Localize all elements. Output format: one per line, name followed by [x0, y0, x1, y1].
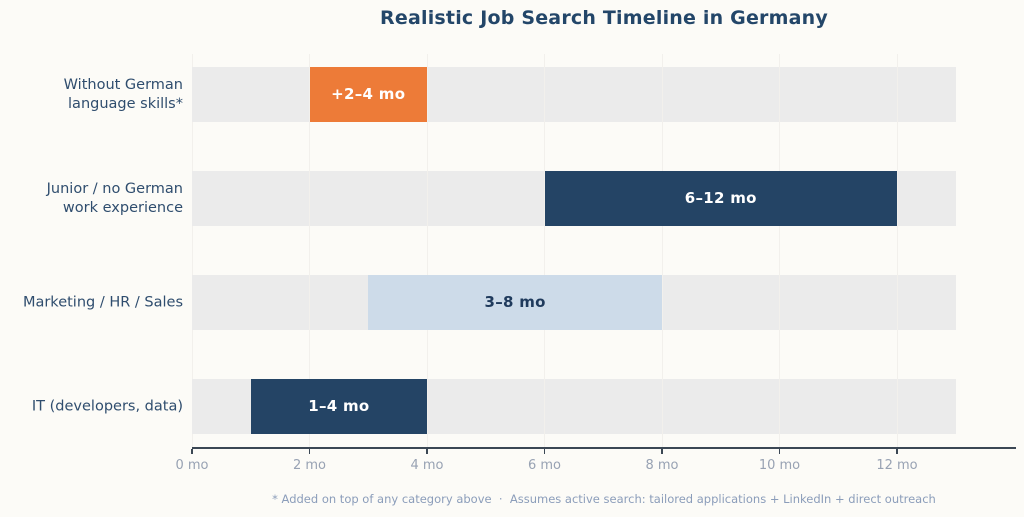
- x-tick-label: 12 mo: [876, 458, 918, 473]
- gridline: [661, 67, 663, 122]
- range-bar: 6–12 mo: [544, 171, 897, 226]
- category-label: Without German language skills*: [63, 76, 183, 112]
- gridline: [779, 67, 780, 122]
- gridline: [426, 171, 428, 226]
- gridline: [661, 54, 663, 447]
- x-axis-tick: [896, 448, 898, 454]
- chart-footnote: * Added on top of any category above · A…: [272, 492, 936, 506]
- gridline: [309, 171, 310, 226]
- gridline: [309, 275, 310, 330]
- gridline: [661, 275, 663, 330]
- gridline: [661, 379, 663, 434]
- x-tick-label: 0 mo: [175, 458, 209, 473]
- x-tick-label: 2 mo: [292, 458, 327, 473]
- x-tick-label: 6 mo: [527, 458, 562, 473]
- x-axis-tick: [661, 448, 663, 454]
- gridline: [309, 54, 310, 447]
- gridline: [896, 54, 898, 447]
- x-tick-label: 4 mo: [410, 458, 444, 473]
- gridline: [544, 54, 545, 447]
- gridline: [426, 67, 428, 122]
- gridline: [426, 379, 428, 434]
- gridline: [896, 67, 898, 122]
- category-label: Junior / no German work experience: [46, 180, 183, 216]
- range-bar: 3–8 mo: [368, 275, 662, 330]
- gridline: [191, 54, 193, 447]
- gridline: [896, 379, 898, 434]
- gridline: [544, 67, 545, 122]
- x-axis-tick: [543, 448, 546, 454]
- x-axis-tick: [191, 448, 193, 454]
- x-axis-tick: [778, 448, 781, 454]
- gridline: [779, 275, 780, 330]
- gridline: [896, 171, 898, 226]
- x-tick-label: 10 mo: [758, 458, 801, 473]
- gridline: [426, 54, 428, 447]
- gridline: [779, 54, 780, 447]
- gridline: [896, 275, 898, 330]
- x-axis-line: [192, 447, 1016, 449]
- range-bar: 1–4 mo: [250, 379, 427, 434]
- category-label: Marketing / HR / Sales: [22, 293, 183, 310]
- x-axis-tick: [426, 448, 428, 454]
- x-tick-label: 8 mo: [645, 458, 679, 473]
- category-label: IT (developers, data): [31, 397, 183, 414]
- range-bar: +2–4 mo: [309, 67, 427, 122]
- gridline: [544, 379, 545, 434]
- bar-track: [192, 67, 956, 122]
- gridline: [779, 379, 780, 434]
- x-axis-tick: [308, 448, 311, 454]
- chart-title: Realistic Job Search Timeline in Germany: [380, 7, 828, 29]
